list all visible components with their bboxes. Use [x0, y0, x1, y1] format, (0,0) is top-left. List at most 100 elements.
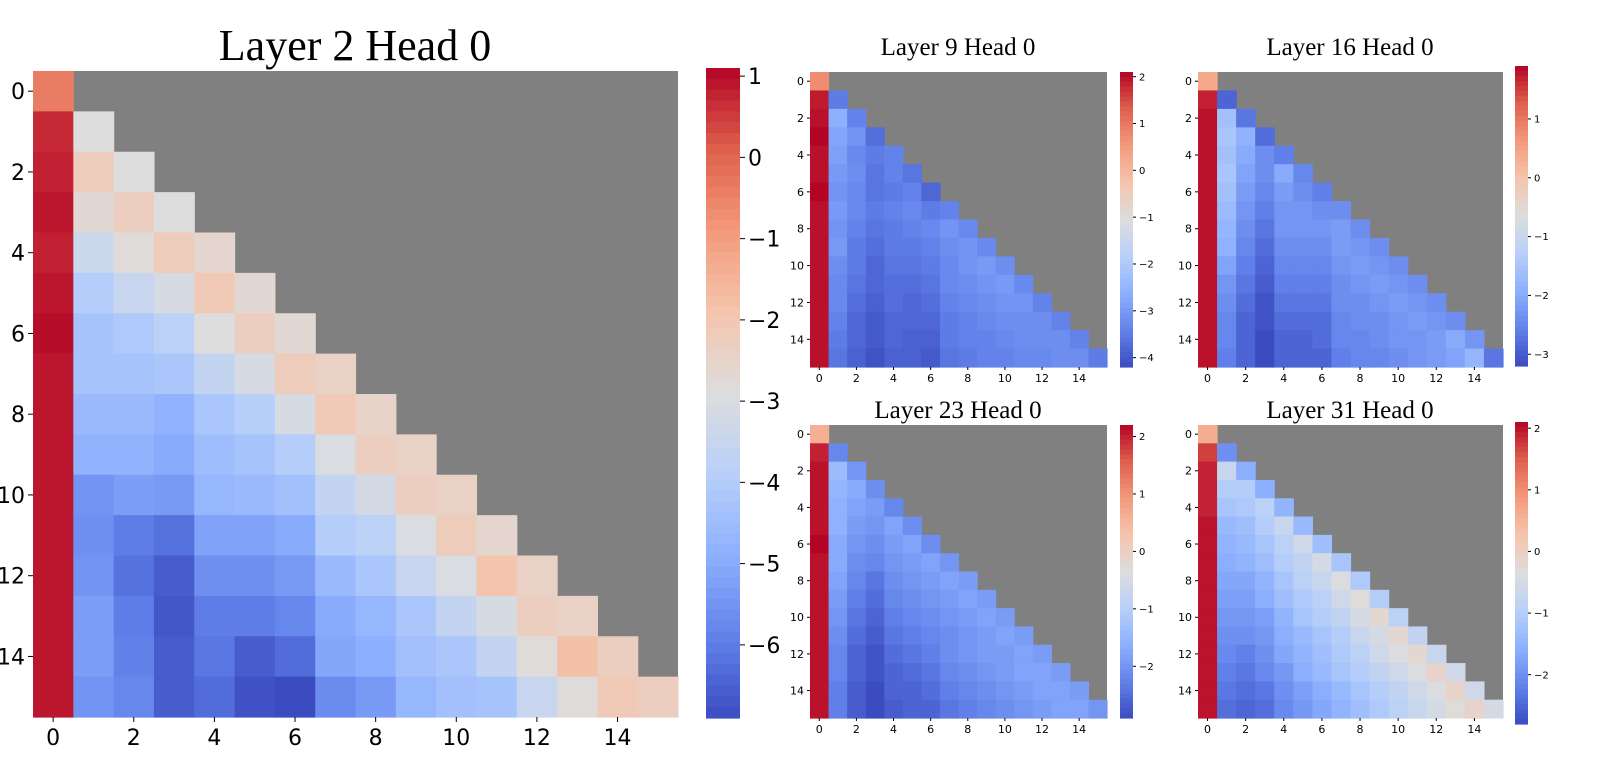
colorbar-segment [706, 533, 740, 546]
colorbar-segment [706, 219, 740, 232]
heatmap-cell-r8-c6 [1312, 219, 1333, 239]
heatmap-cell-r5-c3 [865, 164, 885, 184]
heatmap-cell-r11-c8 [355, 515, 397, 557]
heatmap-cell-r9-c6 [274, 434, 316, 476]
colorbar-segment [1120, 493, 1133, 499]
colorbar: 2 1 0 −1 −2 −3 −4 [1120, 72, 1154, 368]
heatmap-cell-r7-c3 [1255, 201, 1275, 221]
heatmap-cell-r14-c11 [1407, 330, 1428, 350]
heatmap-cell-r12-c6 [274, 555, 316, 597]
heatmap-cell-r7-c3 [1255, 553, 1275, 573]
heatmap-cell-r15-c2 [1236, 699, 1256, 719]
colorbar-segment [1120, 586, 1133, 592]
colorbar-segment [1515, 111, 1528, 117]
heatmap-cell-r7-c1 [1217, 201, 1237, 221]
heatmap-cell-r8-c1 [828, 571, 848, 591]
colorbar-segment [1515, 171, 1528, 177]
heatmap-cell-r8-c0 [1198, 571, 1218, 591]
colorbar-segment [1515, 216, 1528, 222]
colorbar-segment [1515, 422, 1528, 428]
heatmap-cell-r10-c10 [995, 256, 1015, 276]
colorbar-segment [1120, 473, 1133, 480]
heatmap-cell-r15-c13 [1051, 348, 1071, 368]
colorbar-segment [1120, 362, 1133, 368]
heatmap-cell-r9-c6 [1312, 589, 1333, 609]
heatmap-cell-r10-c7 [1331, 256, 1352, 276]
heatmap-cell-r14-c11 [476, 636, 518, 678]
heatmap-cell-r4-c4 [1274, 498, 1294, 518]
heatmap-cell-r8-c7 [939, 219, 960, 239]
heatmap-cell-r5-c4 [884, 516, 904, 536]
heatmap-cell-r6-c3 [1255, 534, 1275, 554]
heatmap-cell-r9-c5 [1293, 589, 1313, 609]
heatmap-cell-r14-c6 [1312, 681, 1333, 701]
heatmap-cell-r10-c6 [1312, 608, 1333, 628]
heatmap-cell-r12-c4 [884, 293, 904, 313]
heatmap-cell-r11-c8 [958, 274, 978, 294]
x-tick-label: 0 [1204, 372, 1211, 385]
heatmap-cell-r14-c13 [1051, 330, 1071, 350]
colorbar-tick-label: −4 [1139, 353, 1154, 364]
colorbar-segment [1515, 633, 1528, 640]
colorbar-segment [1120, 332, 1133, 339]
heatmap-cell-r13-c1 [828, 311, 848, 331]
heatmap-cell-r7-c0 [1198, 553, 1218, 573]
heatmap-cell-r14-c9 [395, 636, 437, 678]
heatmap-cell-r13-c11 [1014, 311, 1034, 331]
heatmap-cell-r2-c2 [1236, 461, 1256, 481]
colorbar-segment [706, 328, 740, 340]
heatmap-cell-r7-c7 [1331, 553, 1352, 573]
heatmap-cell-r9-c8 [1350, 237, 1371, 257]
heatmap-cell-r12-c1 [828, 644, 848, 664]
heatmap-cell-r13-c9 [1369, 311, 1390, 331]
heatmap-cell-r15-c9 [977, 699, 997, 719]
heatmap-cell-r6-c3 [865, 534, 885, 554]
heatmap-cell-r12-c6 [1312, 293, 1333, 313]
heatmap-cell-r9-c1 [828, 237, 848, 257]
heatmap-cell-r12-c6 [921, 293, 941, 313]
colorbar-segment [706, 566, 740, 578]
colorbar-segment [1515, 593, 1528, 599]
colorbar-segment [1120, 512, 1133, 519]
heatmap-cell-r11-c10 [995, 274, 1015, 294]
colorbar-segment [1120, 194, 1133, 201]
heatmap-cell-r11-c6 [921, 274, 941, 294]
colorbar-tick-label: −1 [1139, 213, 1154, 224]
heatmap-cell-r14-c8 [1350, 330, 1371, 350]
colorbar-segment [1515, 542, 1528, 549]
heatmap-cell-r9-c3 [153, 434, 195, 476]
heatmap-cell-r6-c5 [1293, 534, 1313, 554]
x-tick-label: 2 [1242, 723, 1249, 736]
heatmap-cell-r12-c10 [1388, 644, 1409, 664]
heatmap-cell-r4-c3 [1255, 498, 1275, 518]
y-tick-label: 14 [790, 333, 804, 346]
heatmap-cell-r12-c7 [1331, 644, 1352, 664]
colorbar-segment [1120, 429, 1133, 436]
heatmap-cell-r13-c13 [1051, 663, 1071, 682]
colorbar: 2 1 0 −1 −2 [1120, 425, 1154, 719]
heatmap-cell-r6-c5 [234, 313, 276, 355]
heatmap-cell-r14-c2 [847, 330, 867, 350]
heatmap-cell-r8-c6 [274, 394, 316, 435]
heatmap-cell-r11-c10 [1388, 626, 1409, 646]
heatmap-cell-r8-c7 [939, 571, 960, 591]
y-tick-label: 2 [1185, 112, 1192, 125]
colorbar-segment [1515, 447, 1528, 453]
heatmap-cell-r2-c2 [113, 151, 155, 193]
heatmap-cell-r10-c8 [1350, 608, 1371, 628]
y-tick-label: 10 [1178, 611, 1192, 624]
x-tick-label: 10 [1391, 372, 1405, 385]
heatmap-cell-r2-c1 [1217, 461, 1237, 481]
heatmap-cell-r8-c3 [153, 394, 195, 435]
heatmap-cell-r15-c14 [1069, 348, 1090, 368]
heatmap-cell-r10-c10 [995, 608, 1015, 628]
heatmap-cell-r11-c5 [1293, 626, 1313, 646]
heatmap-cell-r12-c2 [1236, 644, 1256, 664]
x-tick-label: 6 [927, 723, 934, 736]
colorbar-segment [1120, 357, 1133, 363]
colorbar-segment [1120, 566, 1133, 573]
heatmap-cell-r8-c1 [1217, 571, 1237, 591]
heatmap-cell-r11-c4 [1274, 626, 1294, 646]
heatmap-cell-r11-c8 [1350, 274, 1371, 294]
heatmap-cell-r15-c13 [1445, 348, 1466, 368]
